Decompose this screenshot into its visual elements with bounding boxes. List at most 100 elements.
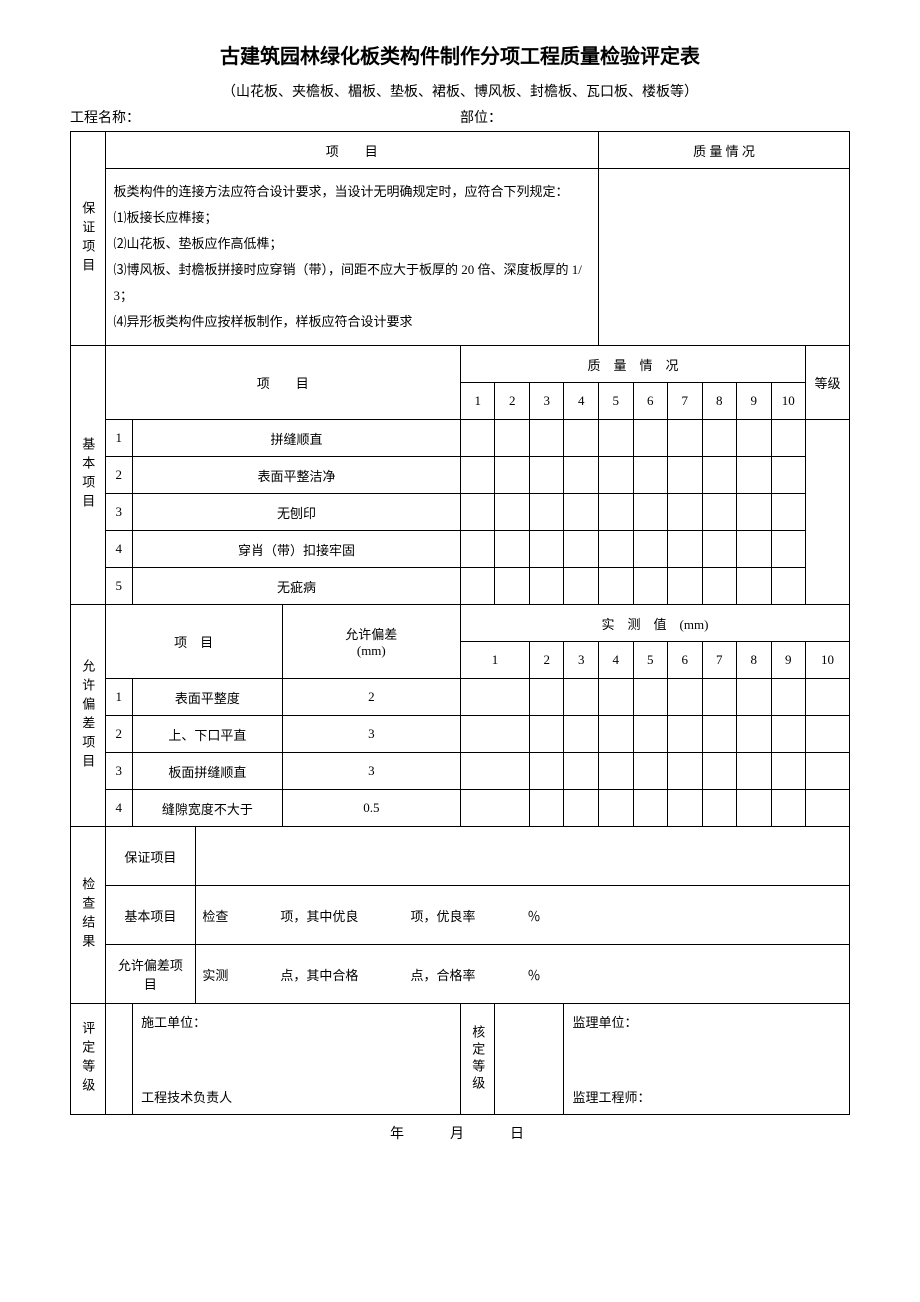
s2-cell[interactable] [564, 531, 599, 568]
s2-cell[interactable] [599, 568, 634, 605]
s2-cell[interactable] [633, 457, 668, 494]
s2-cell[interactable] [460, 494, 495, 531]
s5-supervision-eng[interactable]: 监理工程师： [564, 1070, 850, 1115]
s3-cell[interactable] [460, 790, 529, 827]
s3-cell[interactable] [668, 753, 703, 790]
s3-cell[interactable] [806, 679, 850, 716]
s3-cell[interactable] [702, 790, 737, 827]
s2-cell[interactable] [702, 568, 737, 605]
s3-cell[interactable] [771, 679, 806, 716]
s3-cell[interactable] [668, 679, 703, 716]
s2-cell[interactable] [599, 420, 634, 457]
s3-cell[interactable] [460, 753, 529, 790]
s3-cell[interactable] [564, 790, 599, 827]
s2-cell[interactable] [529, 531, 564, 568]
s2-cell[interactable] [564, 494, 599, 531]
s3-cell[interactable] [599, 679, 634, 716]
s3-cell[interactable] [529, 790, 564, 827]
s3-cell[interactable] [702, 679, 737, 716]
s2-cell[interactable] [633, 568, 668, 605]
s3-cell[interactable] [529, 716, 564, 753]
s5-construction-unit[interactable]: 施工单位： [133, 1004, 461, 1071]
s3-cell[interactable] [737, 753, 772, 790]
s2-cell[interactable] [599, 531, 634, 568]
s2-cell[interactable] [529, 457, 564, 494]
s3-cell[interactable] [806, 716, 850, 753]
s2-cell[interactable] [633, 531, 668, 568]
s2-cell[interactable] [495, 420, 530, 457]
s3-cell[interactable] [771, 790, 806, 827]
s2-cell[interactable] [495, 531, 530, 568]
s5-supervision-unit[interactable]: 监理单位： [564, 1004, 850, 1071]
s3-cell[interactable] [702, 753, 737, 790]
s3-cell[interactable] [806, 790, 850, 827]
s2-cell[interactable] [771, 457, 806, 494]
s2-cell[interactable] [633, 420, 668, 457]
s2-cell[interactable] [529, 568, 564, 605]
s3-cell[interactable] [460, 679, 529, 716]
s2-cell[interactable] [702, 420, 737, 457]
s2-cell[interactable] [737, 531, 772, 568]
s1-quality-cell[interactable] [599, 169, 850, 346]
s3-cell[interactable] [599, 790, 634, 827]
s3-cell[interactable] [633, 679, 668, 716]
s3-cell[interactable] [668, 790, 703, 827]
s2-cell[interactable] [668, 494, 703, 531]
s2-grade-cell[interactable] [806, 420, 850, 605]
s3-cell[interactable] [564, 753, 599, 790]
s2-cell[interactable] [771, 420, 806, 457]
s4-r2-text[interactable]: 检查 项，其中优良 项，优良率 ％ [196, 886, 850, 945]
s4-r1-cell[interactable] [196, 827, 850, 886]
s3-cell[interactable] [529, 753, 564, 790]
s2-cell[interactable] [702, 531, 737, 568]
s2-cell[interactable] [460, 420, 495, 457]
s2-cell[interactable] [460, 531, 495, 568]
s3-cell[interactable] [737, 790, 772, 827]
s2-cell[interactable] [737, 457, 772, 494]
s3-cell[interactable] [633, 790, 668, 827]
s3-cell[interactable] [737, 679, 772, 716]
s3-cell[interactable] [529, 679, 564, 716]
s2-cell[interactable] [599, 457, 634, 494]
s2-cell[interactable] [495, 568, 530, 605]
s2-cell[interactable] [771, 494, 806, 531]
s2-cell[interactable] [564, 568, 599, 605]
s2-cell[interactable] [529, 420, 564, 457]
s3-cell[interactable] [771, 716, 806, 753]
s5-blank1[interactable] [105, 1004, 133, 1115]
s2-cell[interactable] [529, 494, 564, 531]
s3-cell[interactable] [633, 753, 668, 790]
s2-cell[interactable] [737, 494, 772, 531]
s3-cell[interactable] [633, 716, 668, 753]
s3-cell[interactable] [564, 679, 599, 716]
s3-cell[interactable] [737, 716, 772, 753]
s2-cell[interactable] [495, 457, 530, 494]
s3-cell[interactable] [771, 753, 806, 790]
s2-cell[interactable] [460, 457, 495, 494]
s2-cell[interactable] [564, 420, 599, 457]
s2-cell[interactable] [564, 457, 599, 494]
s3-cell[interactable] [599, 753, 634, 790]
s2-cell[interactable] [460, 568, 495, 605]
s2-cell[interactable] [668, 531, 703, 568]
s2-cell[interactable] [495, 494, 530, 531]
s2-cell[interactable] [668, 457, 703, 494]
s5-tech-lead[interactable]: 工程技术负责人 [133, 1070, 461, 1115]
s2-cell[interactable] [668, 568, 703, 605]
s2-cell[interactable] [771, 531, 806, 568]
s2-cell[interactable] [702, 457, 737, 494]
s3-cell[interactable] [564, 716, 599, 753]
s3-cell[interactable] [702, 716, 737, 753]
s3-cell[interactable] [668, 716, 703, 753]
s2-cell[interactable] [668, 420, 703, 457]
s2-cell[interactable] [633, 494, 668, 531]
s5-blank2[interactable] [495, 1004, 564, 1115]
s2-cell[interactable] [737, 568, 772, 605]
s3-cell[interactable] [806, 753, 850, 790]
s2-cell[interactable] [737, 420, 772, 457]
s3-cell[interactable] [599, 716, 634, 753]
s2-cell[interactable] [702, 494, 737, 531]
s3-cell[interactable] [460, 716, 529, 753]
s2-cell[interactable] [599, 494, 634, 531]
s2-cell[interactable] [771, 568, 806, 605]
